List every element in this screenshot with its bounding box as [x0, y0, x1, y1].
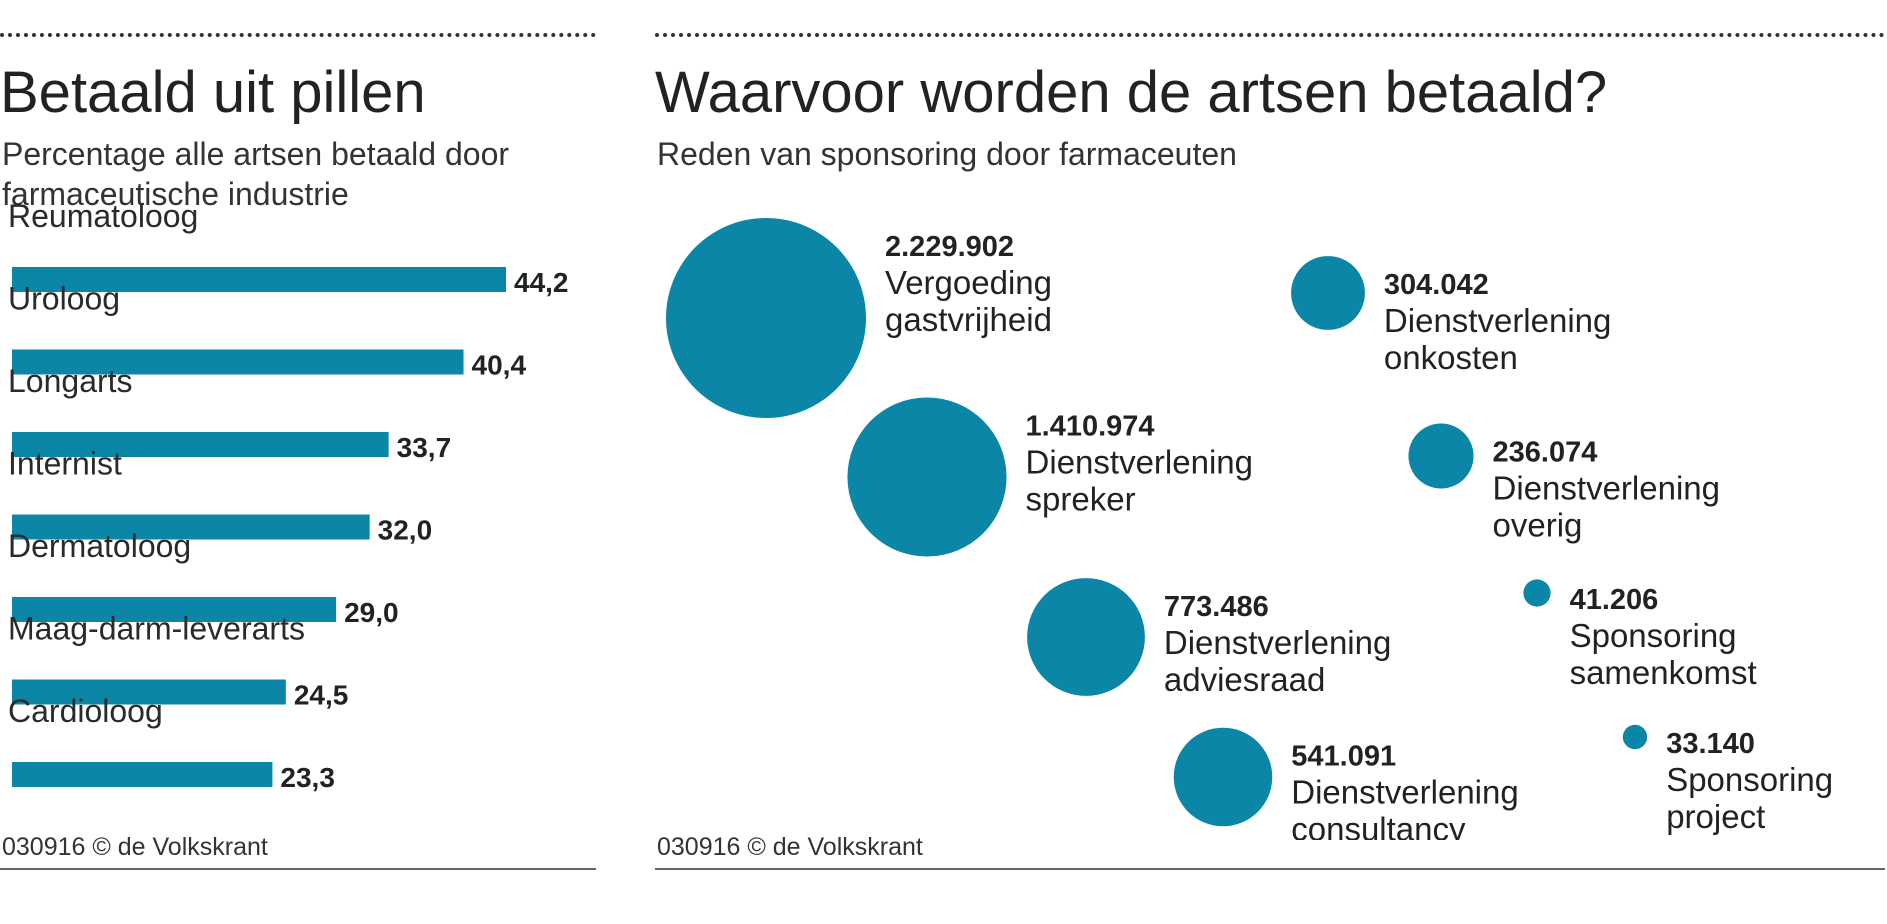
bubble-value-label: 773.486 [1164, 591, 1269, 623]
bubble-chart-panel: Waarvoor worden de artsen betaald? Reden… [655, 0, 1885, 880]
bar [12, 349, 464, 375]
bubble [1291, 256, 1365, 330]
bubble-value-label: 33.140 [1666, 728, 1755, 760]
bubble [1523, 579, 1551, 607]
bar-category-label: Internist [8, 446, 122, 482]
top-dotted-divider [0, 33, 596, 37]
bar-value-label: 29,0 [344, 597, 399, 628]
bar [12, 267, 506, 292]
bubble-category-label: onkosten [1384, 339, 1518, 376]
bubble [1622, 724, 1648, 750]
bubble-chart-subtitle: Reden van sponsoring door farmaceuten [657, 136, 1237, 172]
bubble-category-label: Dienstverlening [1384, 302, 1611, 339]
bubble-value-label: 236.074 [1493, 436, 1598, 468]
bar-chart-panel: Betaald uit pillen Percentage alle artse… [0, 0, 596, 880]
bubble-category-label: consultancy [1291, 811, 1466, 840]
bar-chart-footer-credit: 030916 © de Volkskrant [2, 833, 268, 861]
bubble-value-label: 304.042 [1384, 269, 1489, 301]
bar [12, 762, 273, 787]
bubble-category-label: gastvrijheid [885, 301, 1052, 338]
bar-chart: Reumatoloog 44,2 Uroloog 40,4 Longarts 33,7 In… [8, 198, 569, 793]
bubble-value-label: 1.410.974 [1026, 410, 1155, 442]
bar [12, 679, 286, 705]
bubble-category-label: overig [1493, 506, 1583, 543]
bubble-category-label: spreker [1026, 480, 1136, 517]
bar-value-label: 23,3 [280, 762, 335, 793]
bar-category-label: Uroloog [8, 281, 120, 317]
bar-chart-subtitle-line2: farmaceutische industrie [2, 176, 349, 212]
bubble-category-label: adviesraad [1164, 661, 1325, 698]
bubble-category-label: samenkomst [1570, 654, 1757, 691]
bubble-category-label: Vergoeding [885, 264, 1052, 301]
bar-category-label: Longarts [8, 363, 133, 399]
bubble-value-label: 41.206 [1570, 584, 1659, 616]
bubble-value-label: 541.091 [1291, 741, 1396, 773]
bar-value-label: 44,2 [514, 267, 569, 298]
bar-value-label: 40,4 [472, 350, 527, 381]
bubble-chart-title: Waarvoor worden de artsen betaald? [655, 60, 1608, 125]
bar-category-label: Maag-darm-leverarts [8, 611, 305, 647]
bubble [1408, 423, 1474, 489]
bar-value-label: 32,0 [378, 515, 433, 546]
bubble [1173, 727, 1273, 827]
bubble [847, 397, 1007, 557]
bubble-category-label: Dienstverlening [1493, 469, 1720, 506]
bar [12, 432, 389, 457]
top-dotted-divider [655, 33, 1885, 37]
bubble-category-label: Sponsoring [1666, 761, 1833, 798]
bubble [1027, 578, 1145, 696]
bar-value-label: 24,5 [294, 680, 349, 711]
bubble-category-label: Dienstverlening [1291, 774, 1518, 811]
bubble-value-label: 2.229.902 [885, 231, 1014, 263]
bar-category-label: Cardioloog [8, 693, 163, 729]
bar-value-label: 33,7 [397, 432, 452, 463]
bubble-category-label: Dienstverlening [1026, 443, 1253, 480]
bar-chart-title: Betaald uit pillen [0, 60, 426, 125]
bar-chart-bottom-divider [0, 868, 596, 870]
bubble-category-label: Sponsoring [1570, 617, 1737, 654]
bubble [666, 218, 866, 418]
bar-category-label: Dermatoloog [8, 528, 191, 564]
bar-chart-subtitle: Percentage alle artsen betaald door farm… [2, 134, 509, 214]
bubble-chart-bottom-divider [655, 868, 1885, 870]
bar [12, 597, 337, 622]
bar [12, 514, 370, 540]
bar-chart-subtitle-line1: Percentage alle artsen betaald door [2, 136, 510, 172]
bubble-category-label: Dienstverlening [1164, 624, 1391, 661]
bubble-category-label: project [1666, 798, 1765, 835]
bubble-chart-footer-credit: 030916 © de Volkskrant [657, 833, 923, 861]
bar-category-label: Reumatoloog [8, 198, 198, 234]
